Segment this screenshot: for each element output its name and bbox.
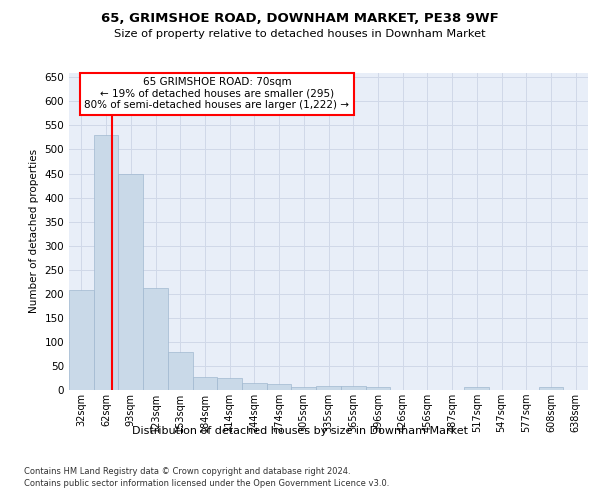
Bar (365, 387, 390, 390)
Text: Distribution of detached houses by size in Downham Market: Distribution of detached houses by size … (132, 426, 468, 436)
Bar (539, 387, 563, 390)
Bar (69, 290, 94, 390)
Bar (193, 377, 217, 390)
Bar (94, 135, 118, 390)
Bar (242, 383, 267, 390)
Text: Size of property relative to detached houses in Downham Market: Size of property relative to detached ho… (114, 29, 486, 39)
Bar (341, 386, 365, 390)
Bar (217, 378, 242, 390)
Bar (118, 174, 143, 390)
Text: Contains public sector information licensed under the Open Government Licence v3: Contains public sector information licen… (24, 478, 389, 488)
Bar (143, 288, 168, 390)
Bar (464, 387, 489, 390)
Text: 65, GRIMSHOE ROAD, DOWNHAM MARKET, PE38 9WF: 65, GRIMSHOE ROAD, DOWNHAM MARKET, PE38 … (101, 12, 499, 26)
Bar (316, 386, 341, 390)
Bar (292, 386, 316, 390)
Text: Contains HM Land Registry data © Crown copyright and database right 2024.: Contains HM Land Registry data © Crown c… (24, 468, 350, 476)
Bar (168, 352, 193, 390)
Y-axis label: Number of detached properties: Number of detached properties (29, 149, 39, 314)
Bar (267, 384, 292, 390)
Text: 65 GRIMSHOE ROAD: 70sqm
← 19% of detached houses are smaller (295)
80% of semi-d: 65 GRIMSHOE ROAD: 70sqm ← 19% of detache… (85, 78, 349, 110)
